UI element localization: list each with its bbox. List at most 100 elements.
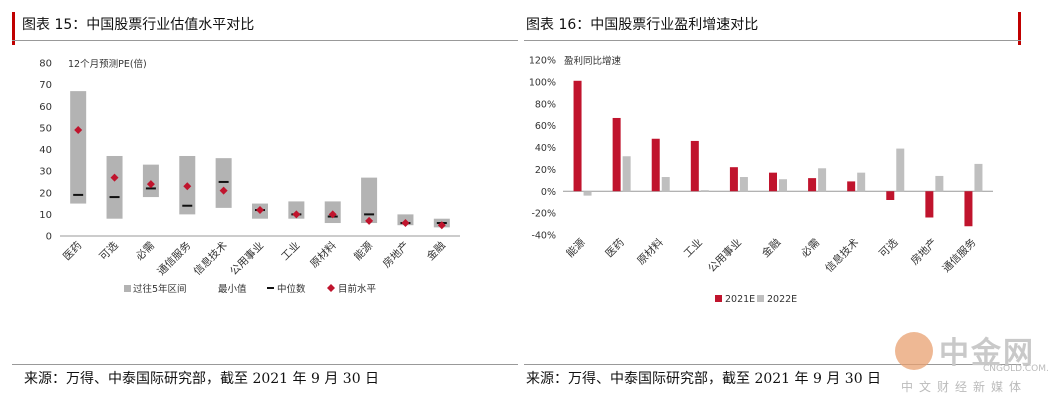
2021e-bar-10 [964,191,973,227]
source-divider [12,364,518,365]
y-tick-label: 120% [529,56,556,67]
x-tick-label: 医药 [603,237,626,260]
current-level-marker-3 [183,182,192,191]
current-level-marker-2 [146,180,155,189]
x-tick-label: 工业 [279,240,302,263]
right-chart-panel: 图表 16：中国股票行业盈利增速对比 -40% -20% 0% 20% 40% 60% 80… [520,0,1049,404]
x-tick-label: 原材料 [634,236,666,268]
2021e-bar-7 [847,181,856,192]
right-source-note: 来源：万得、中泰国际研究部，截至 2021 年 9 月 30 日 [526,371,882,387]
x-tick-label: 原材料 [307,239,339,271]
left-source-note: 来源：万得、中泰国际研究部，截至 2021 年 9 月 30 日 [24,371,380,387]
watermark-name: 中金网 [939,336,1035,371]
legend-label-2021e: 2021E [725,294,755,305]
title-accent-bar-right [1018,12,1021,45]
title-accent-bar [12,12,15,45]
legend-swatch-2022e [757,295,764,302]
left-chart-title: 图表 15：中国股票行业估值水平对比 [22,17,255,33]
x-tick-label: 金融 [424,239,448,263]
x-tick-label: 信息技术 [822,236,861,275]
current-level-marker-9 [401,219,410,228]
2021e-bar-4 [729,167,738,192]
x-tick-label: 可选 [97,239,121,263]
legend-swatch-current [327,284,335,292]
x-tick-label: 通信服务 [940,236,979,275]
2022e-bar-1 [622,156,631,192]
x-tick-label: 必需 [798,236,822,260]
x-tick-label: 房地产 [380,239,411,270]
title-divider-right [524,40,1021,41]
y-tick-label: 40% [535,143,556,154]
x-tick-label: 可选 [876,236,900,260]
left-chart-panel: 图表 15：中国股票行业估值水平对比 0 10 20 30 40 50 60 70 80 12个月… [0,0,520,404]
legend-label-range: 过往5年区间 [133,283,187,295]
right-chart-title: 图表 16：中国股票行业盈利增速对比 [526,17,759,33]
y-tick-label: 0% [541,187,556,198]
x-tick-label: 必需 [133,239,157,263]
y-axis-label: 盈利同比增速 [564,55,622,67]
range-bar-0 [70,91,87,204]
y-tick-label: 100% [529,77,556,88]
current-level-marker-5 [256,206,264,215]
x-tick-label: 金融 [759,236,783,260]
2021e-bar-2 [651,138,660,192]
cngold-logo-icon [895,332,933,370]
cngold-watermark: 中金网 CNGOLD.COM.CN 中文财经新媒体 [895,328,1049,398]
y-tick-label: 80 [39,59,52,70]
legend-label-median: 中位数 [277,283,306,295]
y-tick-label: 60 [39,102,52,113]
2021e-bar-0 [573,80,582,192]
legend-label-min: 最小值 [218,283,247,295]
source-divider-right [524,364,1021,365]
y-tick-label: 30 [39,167,52,178]
pe-range-chart: 0 10 20 30 40 50 60 70 80 12个月预测PE(倍) 医药 可选 必需通信服务信息… [39,58,460,295]
2022e-bar-4 [739,177,748,192]
2022e-bar-2 [661,177,670,192]
2022e-bar-7 [857,172,866,192]
watermark-url: CNGOLD.COM.CN [983,364,1049,374]
x-tick-label: 公用事业 [227,239,266,278]
range-bar-4 [215,158,232,208]
y-tick-label: 60% [535,121,556,132]
y-tick-label: 70 [39,80,52,91]
x-tick-label: 房地产 [908,236,939,267]
watermark-slogan: 中文财经新媒体 [901,380,1028,394]
y-tick-label: 40 [39,145,52,156]
2022e-bar-5 [779,179,787,192]
2022e-bar-6 [818,168,827,192]
y-tick-label: 10 [39,210,52,221]
current-level-marker-0 [74,126,83,135]
2021e-bar-1 [612,117,621,192]
x-tick-label: 信息技术 [191,239,230,278]
y-tick-label: 80% [535,99,556,110]
legend-swatch-2021e [715,295,722,302]
2021e-bar-8 [886,191,895,200]
x-tick-label: 能源 [564,236,588,260]
current-level-marker-1 [110,173,119,182]
x-tick-label: 能源 [351,239,375,263]
legend-swatch-range [124,285,131,292]
2021e-bar-3 [690,140,699,192]
x-tick-label: 工业 [682,237,705,260]
2022e-bar-0 [583,191,592,196]
y-tick-label: 50 [39,123,52,134]
legend-label-2022e: 2022E [767,294,797,305]
x-tick-label: 通信服务 [155,239,194,278]
y-tick-label: 20% [535,165,556,176]
y-tick-label: 0 [46,232,52,243]
2022e-bar-9 [935,175,944,192]
y-axis-label: 12个月预测PE(倍) [68,58,147,70]
current-level-marker-6 [292,210,301,219]
2022e-bar-3 [700,190,709,192]
2022e-bar-8 [896,148,905,192]
y-tick-label: -40% [531,231,556,242]
2021e-bar-6 [808,178,817,192]
y-tick-label: -20% [531,209,556,220]
2021e-bar-9 [925,191,934,218]
current-level-marker-7 [328,210,337,219]
range-bar-1 [106,155,123,219]
x-tick-label: 医药 [61,240,84,263]
y-tick-label: 20 [39,188,52,199]
2021e-bar-5 [769,172,777,192]
